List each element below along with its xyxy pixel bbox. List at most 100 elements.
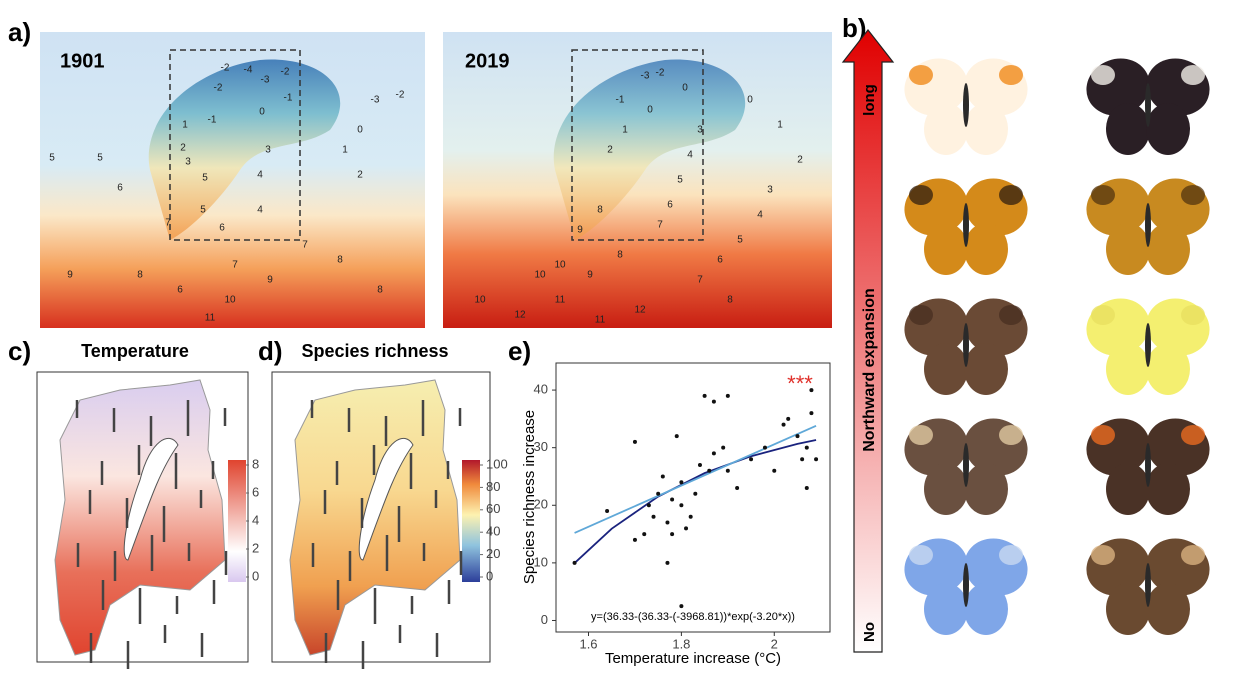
contour-label: 9	[267, 275, 273, 286]
point	[670, 497, 675, 502]
wing-tip	[1181, 185, 1205, 205]
point	[711, 399, 716, 404]
wing-tip	[1091, 65, 1115, 85]
wing-tip	[999, 65, 1023, 85]
point	[665, 560, 670, 565]
contour-label: -3	[261, 75, 270, 86]
contour-label: 7	[697, 275, 703, 286]
contour-label: 5	[737, 235, 743, 246]
contour-label: 11	[205, 313, 216, 324]
contour-label: 11	[595, 315, 606, 326]
colorbar-tick-label: 80	[486, 479, 500, 494]
colorbar-tick-label: 100	[486, 456, 508, 471]
point	[814, 457, 819, 462]
contour-label: -2	[214, 83, 223, 94]
wing	[964, 583, 1008, 635]
panel-e: e) Species richness increase Temperature…	[508, 336, 831, 667]
wing-tip	[999, 545, 1023, 565]
y-tick-label: 10	[534, 554, 548, 569]
arrow-title: Northward expansion	[861, 288, 878, 452]
point	[646, 503, 651, 508]
contour-label: 5	[49, 153, 55, 164]
contour-label: 10	[534, 270, 546, 281]
wing	[924, 463, 968, 515]
panel-label: a)	[8, 17, 31, 47]
contour-label: 9	[587, 270, 593, 281]
significance: ***	[787, 371, 813, 396]
contour-label: 1	[622, 125, 628, 136]
contour-label: 8	[617, 250, 623, 261]
point	[632, 439, 637, 444]
contour-label: 6	[219, 223, 225, 234]
point	[684, 526, 689, 531]
wing	[964, 103, 1008, 155]
point	[642, 532, 647, 537]
point	[795, 434, 800, 439]
body	[963, 443, 969, 487]
colorbar-tick-label: 40	[486, 524, 500, 539]
contour-label: 6	[717, 255, 723, 266]
contour-label: 7	[657, 220, 663, 231]
plot-frame	[555, 362, 831, 633]
contour-label: 9	[67, 270, 73, 281]
wing-tip	[909, 185, 933, 205]
wing-tip	[909, 305, 933, 325]
y-tick-label: 30	[534, 439, 548, 454]
wing	[1146, 463, 1190, 515]
fit-curve	[573, 439, 817, 564]
wing-tip	[999, 185, 1023, 205]
contour-label: 6	[177, 285, 183, 296]
panel-label: d)	[258, 336, 283, 366]
point	[721, 445, 726, 450]
contour-label: 7	[165, 218, 171, 229]
point	[762, 445, 767, 450]
contour-label: 11	[555, 295, 566, 306]
scandinavia	[148, 59, 341, 240]
wing-tip	[1181, 425, 1205, 445]
wing	[964, 223, 1008, 275]
contour-label: 4	[687, 150, 693, 161]
y-axis-label: Species richness increase	[521, 410, 538, 584]
wing-tip	[1091, 425, 1115, 445]
contour-label: 7	[302, 240, 308, 251]
wing	[1106, 103, 1150, 155]
panel-frame	[271, 371, 491, 663]
scandinavia	[553, 59, 746, 240]
contour-label: -3	[371, 95, 380, 106]
y-tick-label: 40	[534, 382, 548, 397]
contour-label: 8	[337, 255, 343, 266]
contour-label: 1	[342, 145, 348, 156]
contour-label: 0	[647, 105, 653, 116]
colorbar	[228, 460, 246, 582]
point	[660, 474, 665, 479]
point	[804, 445, 809, 450]
body	[1145, 203, 1151, 247]
contour-label: 1	[182, 120, 188, 131]
point	[725, 468, 730, 473]
panel-d: d) Species richness	[258, 336, 491, 663]
body	[1145, 563, 1151, 607]
map-year: 1901	[60, 50, 105, 72]
body	[963, 203, 969, 247]
point	[749, 457, 754, 462]
colorbar-tick-label: 0	[252, 568, 259, 583]
point	[697, 462, 702, 467]
point	[786, 416, 791, 421]
contour-label: 3	[697, 125, 703, 136]
study-area-box	[571, 49, 704, 241]
colorbar-tick-label: 6	[252, 484, 259, 499]
contour-label: 2	[797, 155, 803, 166]
wing	[1106, 463, 1150, 515]
colorbar	[462, 460, 480, 582]
contour-label: 12	[514, 310, 526, 321]
fit-curve	[574, 424, 817, 534]
wing	[924, 343, 968, 395]
panel-b: b) long Northward expansion No	[841, 13, 1210, 653]
contour-label: -2	[396, 90, 405, 101]
map-year: 2019	[465, 50, 510, 72]
point	[772, 468, 777, 473]
point	[809, 388, 814, 393]
wing-tip	[1091, 305, 1115, 325]
contour-label: -4	[244, 65, 253, 76]
